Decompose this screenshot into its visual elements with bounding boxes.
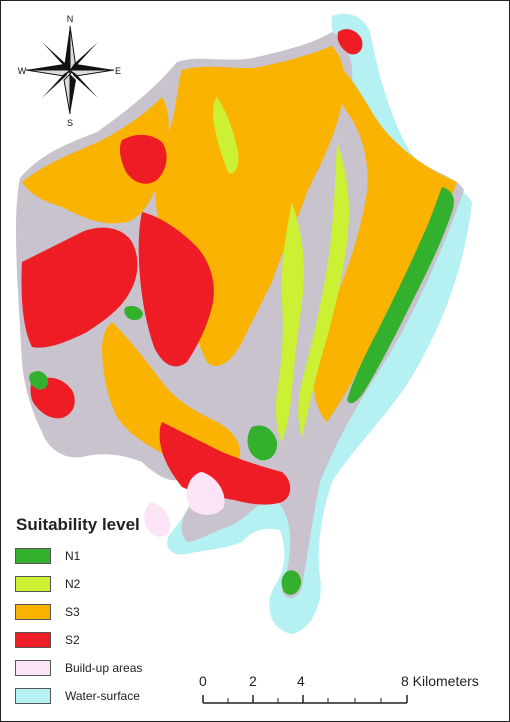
legend-swatch-water	[15, 688, 51, 704]
legend-swatch-s3	[15, 604, 51, 620]
legend-label-s3: S3	[65, 605, 80, 619]
legend-label-water: Water-surface	[65, 689, 140, 703]
legend-title: Suitability level	[16, 515, 140, 534]
s3-zone-west	[22, 97, 169, 224]
s2-zone-central-west	[138, 212, 214, 367]
n1-zone-coast	[347, 187, 454, 404]
legend: Suitability level N1 N2 S3 S2 Build-up a…	[13, 515, 203, 711]
legend-swatch-s2	[15, 632, 51, 648]
scale-label-2: 2	[249, 673, 257, 689]
n2-zone-east	[298, 142, 349, 437]
n1-zone-inland	[124, 305, 143, 321]
compass-east-label: E	[115, 66, 121, 76]
legend-label-s2: S2	[65, 633, 80, 647]
n1-zone-south	[247, 425, 278, 461]
legend-item-build-up: Build-up areas	[13, 655, 203, 681]
legend-item-s3: S3	[13, 599, 203, 625]
legend-swatch-n2	[15, 576, 51, 592]
s3-zone-east	[313, 62, 457, 422]
s2-zone-north-west	[119, 134, 167, 184]
scale-label-8: 8 Kilometers	[401, 673, 479, 689]
legend-item-n2: N2	[13, 571, 203, 597]
legend-swatch-n1	[15, 548, 51, 564]
scale-bar-graphic	[202, 695, 408, 704]
compass-north-label: N	[67, 14, 74, 24]
legend-item-s2: S2	[13, 627, 203, 653]
n2-zone-central	[275, 202, 304, 442]
compass-south-label: S	[67, 118, 73, 128]
n1-zone-west	[29, 371, 49, 390]
legend-item-water: Water-surface	[13, 683, 203, 709]
s3-zone-south	[102, 322, 241, 480]
build-up-patch-1	[186, 472, 225, 515]
compass-rose: N S W E	[18, 14, 121, 128]
n1-zone-tip	[281, 570, 302, 595]
s2-zone-north-tip	[337, 29, 363, 55]
legend-label-n1: N1	[65, 549, 81, 563]
legend-label-build-up: Build-up areas	[65, 661, 143, 675]
scale-bar: 0 2 4 8 Kilometers	[197, 673, 497, 713]
s2-zone-west	[21, 227, 138, 348]
legend-swatch-build-up	[15, 660, 51, 676]
n2-zone-north	[213, 97, 239, 174]
scale-label-4: 4	[297, 673, 305, 689]
scale-label-0: 0	[199, 673, 207, 689]
build-up-patch-2	[144, 502, 171, 537]
legend-item-n1: N1	[13, 543, 203, 569]
compass-west-label: W	[18, 66, 27, 76]
legend-label-n2: N2	[65, 577, 81, 591]
